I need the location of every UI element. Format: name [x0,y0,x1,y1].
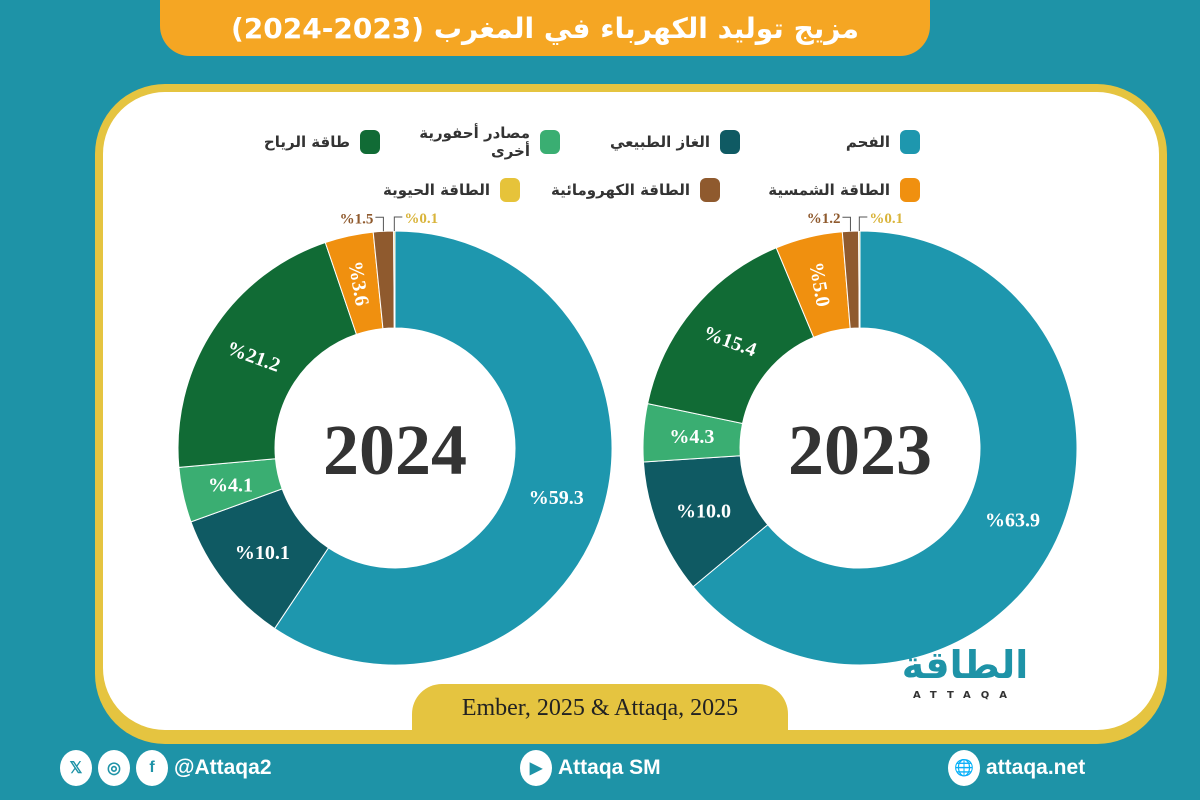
chart-title: مزيج توليد الكهرباء في المغرب (2023-2024… [160,0,930,56]
center-year-label: 2023 [788,410,932,490]
legend-item-bio: الطاقة الحيوية [320,178,520,202]
slice-6 [858,230,861,329]
leader-line [858,216,868,232]
x-icon[interactable]: 𝕏 [60,750,92,786]
legend-item-wind: طاقة الرياح [200,130,380,154]
data-label: %1.2 [807,211,841,227]
legend-item-other-fossil: مصادر أحفورية أخرى [380,124,560,160]
youtube-link[interactable]: ▶ Attaqa SM [520,750,661,786]
data-label: %59.3 [529,487,584,509]
data-label: %4.1 [208,475,253,497]
slice-0 [692,230,1078,666]
slice-3 [646,247,815,425]
legend-item-coal: الفحم [740,130,920,154]
data-label: %0.1 [869,211,903,227]
slice-6 [393,230,396,329]
website-link[interactable]: 🌐 attaqa.net [948,750,1085,786]
source-label: Ember, 2025 & Attaqa, 2025 [412,684,788,732]
globe-icon: 🌐 [948,750,980,786]
data-label: %10.0 [676,500,731,522]
leader-line [842,216,851,232]
legend-item-gas: الغاز الطبيعي [560,130,740,154]
data-label: %1.5 [340,211,374,227]
social-handle[interactable]: @Attaqa2 [174,756,272,779]
data-label: %0.1 [404,211,438,227]
youtube-icon: ▶ [520,750,552,786]
facebook-icon[interactable]: f [136,750,168,786]
data-label: %63.9 [985,510,1040,532]
center-year-label: 2024 [323,410,467,490]
instagram-icon[interactable]: ◎ [98,750,130,786]
social-links: 𝕏 ◎ f @Attaqa2 [60,750,272,786]
legend-item-solar: الطاقة الشمسية [720,178,920,202]
leader-line [393,216,403,232]
legend: الفحم الغاز الطبيعي مصادر أحفورية أخرى ط… [200,118,920,214]
slice-0 [273,230,613,666]
data-label: %4.3 [669,426,714,448]
data-label: %10.1 [235,542,290,564]
legend-item-hydro: الطاقة الكهرومائية [520,178,720,202]
slice-3 [177,241,358,468]
attaqa-logo: الطاقة ATTAQA [901,643,1029,701]
leader-line [375,216,384,232]
